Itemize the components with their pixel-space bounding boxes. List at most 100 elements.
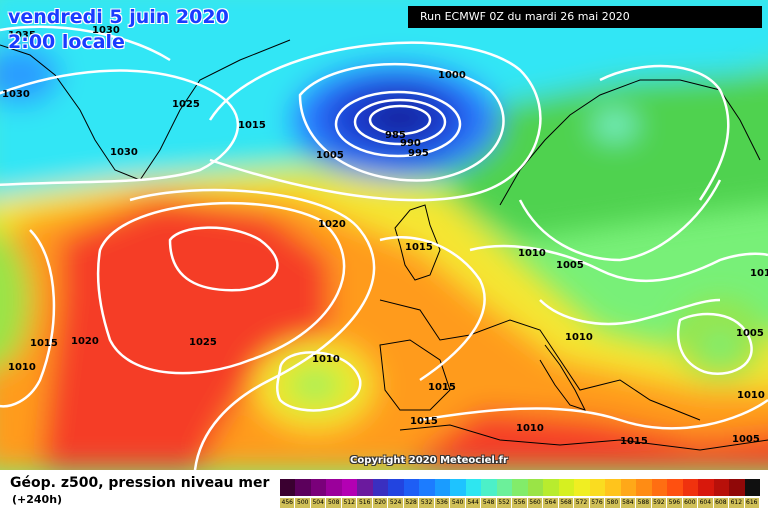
legend-swatch [341, 479, 358, 496]
pressure-label: 1010 [737, 390, 765, 401]
legend-tick-label: 536 [434, 498, 450, 508]
legend-swatch [636, 479, 652, 496]
legend-swatch [682, 479, 699, 496]
pressure-label: 1015 [410, 416, 438, 427]
pressure-label: 1010 [312, 354, 340, 365]
isobar [168, 226, 279, 292]
isobar [0, 69, 240, 187]
forecast-lead-time: (+240h) [12, 493, 63, 506]
isobar [599, 64, 730, 201]
legend-tick-label: 504 [310, 498, 326, 508]
legend-swatch [465, 479, 482, 496]
legend-swatch [713, 479, 730, 496]
legend-tick-label: 572 [574, 498, 589, 508]
pressure-label: 985 [385, 130, 406, 141]
pressure-label: 1010 [516, 423, 544, 434]
map-title: Géop. z500, pression niveau mer [10, 475, 270, 491]
isobar [368, 104, 432, 136]
isobar [353, 98, 447, 146]
isobar [419, 398, 768, 430]
legend-ticks: 456 500 504 508 512 516 520 524 528 532 536 540 544 5… [280, 498, 760, 508]
isobar [0, 229, 56, 408]
legend-tick-label: 548 [481, 498, 496, 508]
legend-swatch [574, 479, 590, 496]
legend-tick-label: 588 [636, 498, 651, 508]
isobar [208, 41, 542, 202]
legend-tick-label: 532 [419, 498, 434, 508]
pressure-label: 1025 [189, 337, 217, 348]
legend-tick-label: 592 [651, 498, 667, 508]
legend-swatch [512, 479, 528, 496]
isobar [518, 179, 722, 262]
scandinavia-coast [499, 79, 761, 206]
pressure-label: 1010 [750, 268, 768, 279]
iberia-coast [379, 339, 451, 411]
isobar [96, 201, 346, 375]
pressure-label: 1030 [2, 89, 30, 100]
isobar [276, 351, 362, 412]
pressure-label: 1005 [316, 150, 344, 161]
weather-map: 1035 1030 1030 1025 1015 1030 1000 985 9… [0, 0, 768, 470]
legend-tick-label: 552 [496, 498, 512, 508]
legend-tick-label: 604 [698, 498, 713, 508]
europe-coast [379, 299, 701, 421]
pressure-label: 1020 [318, 219, 346, 230]
legend-tick-label: 616 [744, 498, 760, 508]
pressure-label: 1005 [556, 260, 584, 271]
legend-swatch [667, 479, 683, 496]
model-run-label: Run ECMWF 0Z du mardi 26 mai 2020 [408, 6, 762, 28]
legend-tick-label: 556 [512, 498, 527, 508]
africa-coast [399, 424, 768, 451]
legend-tick-label: 564 [543, 498, 558, 508]
legend-tick-label: 528 [403, 498, 419, 508]
legend-swatch [589, 479, 606, 496]
legend-tick-label: 508 [326, 498, 341, 508]
legend-swatches [280, 479, 761, 496]
legend-swatch [729, 479, 745, 496]
pressure-label: 1015 [428, 382, 456, 393]
pressure-label: 990 [400, 138, 421, 149]
legend-swatch [280, 479, 296, 496]
isobar [676, 312, 753, 375]
legend-swatch [651, 479, 668, 496]
italy-coast [539, 344, 586, 411]
pressure-label: 1010 [8, 362, 36, 373]
isobars [0, 25, 768, 470]
legend-swatch [496, 479, 513, 496]
pressure-label: 1015 [30, 338, 58, 349]
pressure-label: 1005 [732, 434, 760, 445]
pressure-label: 1015 [405, 242, 433, 253]
isobar [469, 244, 768, 283]
legend-tick-label: 540 [450, 498, 465, 508]
pressure-label: 1015 [620, 436, 648, 447]
pressure-label: 1005 [736, 328, 764, 339]
pressure-label: 1000 [438, 70, 466, 81]
legend-swatch [543, 479, 559, 496]
legend-swatch [620, 479, 637, 496]
coastlines [0, 39, 768, 451]
legend-swatch [434, 479, 451, 496]
legend-swatch [388, 479, 404, 496]
legend-tick-label: 596 [667, 498, 682, 508]
pressure-label: 1015 [238, 120, 266, 131]
legend-tick-label: 580 [605, 498, 620, 508]
map-footer: Géop. z500, pression niveau mer (+240h) … [0, 470, 768, 512]
pressure-labels: 1035 1030 1030 1025 1015 1030 1000 985 9… [2, 25, 768, 447]
greenland-coast [0, 39, 291, 181]
legend-swatch [295, 479, 311, 496]
legend-swatch [558, 479, 575, 496]
color-scale-legend: 456 500 504 508 512 516 520 524 528 532 536 540 544 5… [280, 479, 761, 509]
legend-swatch [605, 479, 621, 496]
legend-tick-label: 544 [465, 498, 481, 508]
legend-tick-label: 584 [620, 498, 636, 508]
legend-swatch [310, 479, 327, 496]
legend-tick-label: 500 [295, 498, 310, 508]
legend-tick-label: 600 [682, 498, 698, 508]
legend-swatch [698, 479, 714, 496]
isobar [539, 298, 721, 326]
pressure-label: 1010 [565, 332, 593, 343]
legend-swatch [357, 479, 373, 496]
legend-swatch [450, 479, 466, 496]
pressure-label: 1010 [518, 248, 546, 259]
legend-swatch [481, 479, 497, 496]
